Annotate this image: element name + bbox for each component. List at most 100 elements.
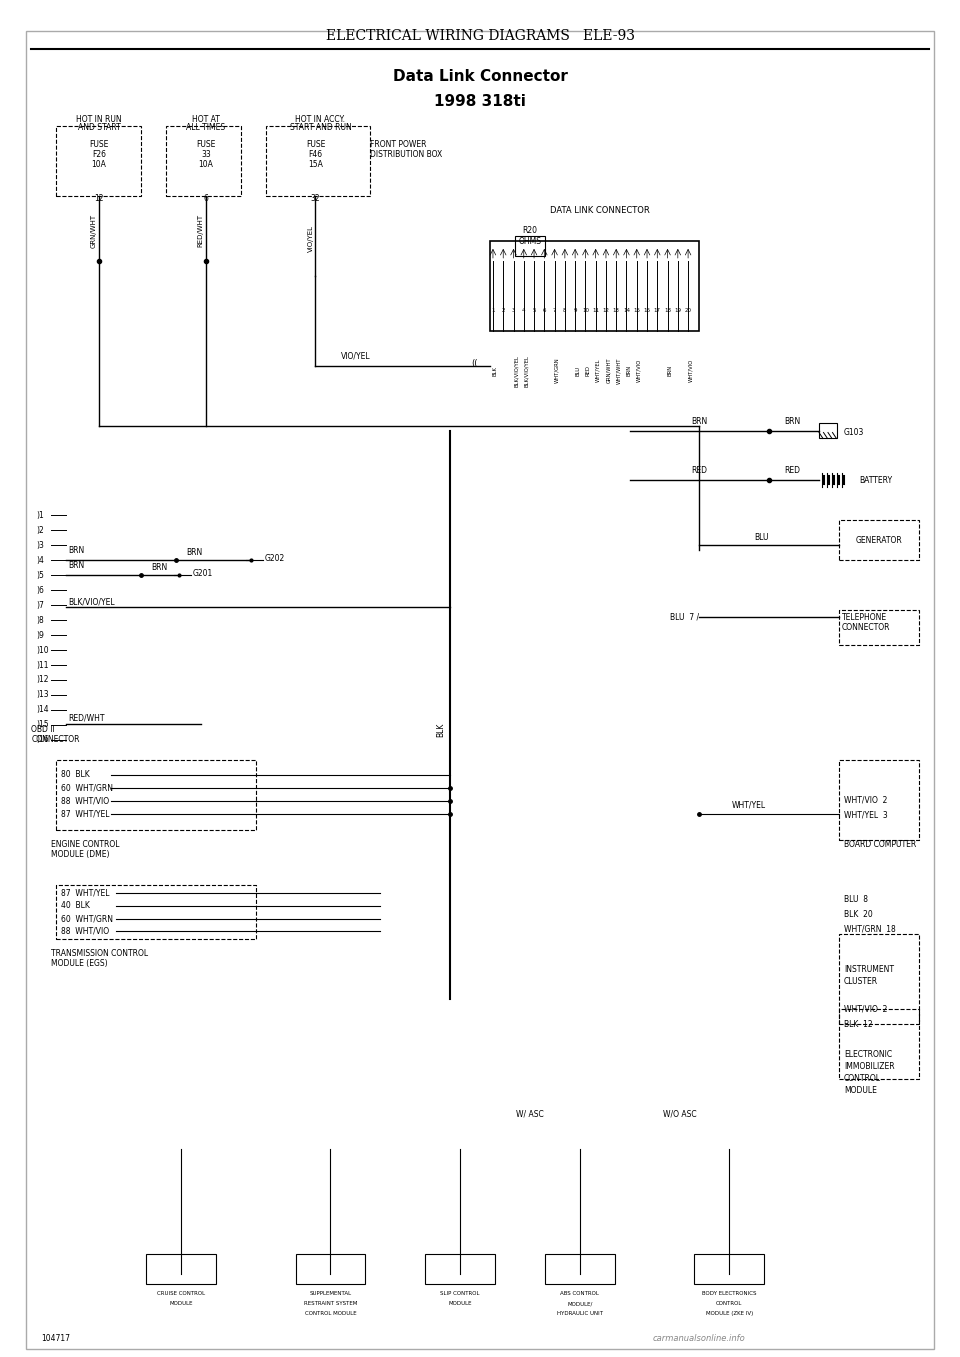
Text: FUSE: FUSE <box>306 140 325 149</box>
Text: MODULE (ZKE IV): MODULE (ZKE IV) <box>706 1311 753 1316</box>
Text: DISTRIBUTION BOX: DISTRIBUTION BOX <box>371 149 443 159</box>
Text: 16: 16 <box>643 308 651 313</box>
Text: 5: 5 <box>532 308 536 313</box>
Text: RED: RED <box>586 365 590 376</box>
Text: INSTRUMENT: INSTRUMENT <box>844 965 894 974</box>
Text: BRN: BRN <box>151 563 167 573</box>
Bar <box>515 236 545 256</box>
Text: )4: )4 <box>36 556 44 565</box>
Text: BLK: BLK <box>493 365 498 376</box>
Text: 88  WHT/VIO: 88 WHT/VIO <box>61 797 109 805</box>
Text: )13: )13 <box>36 691 49 699</box>
Text: BRN: BRN <box>68 562 84 570</box>
Text: 10A: 10A <box>199 160 213 168</box>
Text: )7: )7 <box>36 601 44 609</box>
Text: RED: RED <box>784 467 800 475</box>
Text: 18: 18 <box>664 308 671 313</box>
Text: 40  BLK: 40 BLK <box>61 901 90 911</box>
Text: BRN: BRN <box>784 417 801 426</box>
Bar <box>146 1254 216 1284</box>
Text: SUPPLEMENTAL: SUPPLEMENTAL <box>309 1292 351 1296</box>
Text: MODULE (DME): MODULE (DME) <box>51 849 109 859</box>
Text: )2: )2 <box>36 525 44 535</box>
Text: 104717: 104717 <box>41 1334 70 1343</box>
Text: TRANSMISSION CONTROL: TRANSMISSION CONTROL <box>51 950 149 958</box>
Text: CONTROL MODULE: CONTROL MODULE <box>304 1311 356 1316</box>
Text: 7: 7 <box>553 308 557 313</box>
Text: ELECTRICAL WIRING DIAGRAMS   ELE-93: ELECTRICAL WIRING DIAGRAMS ELE-93 <box>325 30 635 43</box>
Text: HYDRAULIC UNIT: HYDRAULIC UNIT <box>557 1311 603 1316</box>
Text: BLK: BLK <box>436 723 445 737</box>
Text: )9: )9 <box>36 631 44 639</box>
Text: BRN: BRN <box>691 417 708 426</box>
Text: RED/WHT: RED/WHT <box>68 714 105 723</box>
Bar <box>296 1254 366 1284</box>
Text: 14: 14 <box>623 308 630 313</box>
Text: G202: G202 <box>265 554 285 563</box>
Text: 1998 318ti: 1998 318ti <box>434 94 526 109</box>
Text: GRN/WHT: GRN/WHT <box>606 358 611 384</box>
Bar <box>694 1254 764 1284</box>
Text: )1: )1 <box>36 510 44 520</box>
Text: HOT IN ACCY.: HOT IN ACCY. <box>296 114 346 123</box>
Text: 2: 2 <box>501 308 505 313</box>
Text: 8: 8 <box>564 308 566 313</box>
Text: FRONT POWER: FRONT POWER <box>371 140 427 149</box>
Text: RESTRAINT SYSTEM: RESTRAINT SYSTEM <box>303 1301 357 1307</box>
Text: 6: 6 <box>204 194 208 204</box>
Text: 80  BLK: 80 BLK <box>61 771 90 779</box>
Text: Data Link Connector: Data Link Connector <box>393 69 567 84</box>
Text: DATA LINK CONNECTOR: DATA LINK CONNECTOR <box>550 206 650 216</box>
Text: 17: 17 <box>654 308 660 313</box>
Text: GENERATOR: GENERATOR <box>855 536 902 544</box>
Text: 1: 1 <box>492 308 494 313</box>
Text: 12: 12 <box>94 194 104 204</box>
Text: WHT/VIO  2: WHT/VIO 2 <box>844 1004 887 1014</box>
Text: R20
OHMS: R20 OHMS <box>518 225 541 246</box>
Text: BRN: BRN <box>186 548 203 558</box>
Text: RED/WHT: RED/WHT <box>198 214 204 247</box>
Text: AND START: AND START <box>78 122 121 132</box>
Text: RED: RED <box>691 467 708 475</box>
Text: 10: 10 <box>582 308 588 313</box>
Text: CLUSTER: CLUSTER <box>844 977 878 987</box>
Text: WHT/YEL: WHT/YEL <box>595 358 601 383</box>
Text: F46: F46 <box>308 149 323 159</box>
Text: CONNECTOR: CONNECTOR <box>842 623 891 631</box>
Text: 87  WHT/YEL: 87 WHT/YEL <box>61 809 109 818</box>
Text: WHT/YEL: WHT/YEL <box>732 801 766 810</box>
Bar <box>839 935 919 1025</box>
Text: ((: (( <box>471 360 478 368</box>
Text: WHT/WHT: WHT/WHT <box>616 357 621 384</box>
Text: BRN: BRN <box>667 365 673 376</box>
Text: MODULE: MODULE <box>169 1301 193 1307</box>
Bar <box>819 422 837 438</box>
Bar <box>839 520 919 560</box>
Text: MODULE (EGS): MODULE (EGS) <box>51 959 108 969</box>
Text: 15: 15 <box>634 308 640 313</box>
Text: VIO/YEL: VIO/YEL <box>341 351 371 361</box>
Text: BLU  7 /: BLU 7 / <box>670 612 700 622</box>
Text: 4: 4 <box>522 308 525 313</box>
Text: WHT/VIO: WHT/VIO <box>636 360 641 383</box>
Text: BRN: BRN <box>68 547 84 555</box>
Text: BLU: BLU <box>575 365 580 376</box>
Text: 9: 9 <box>573 308 577 313</box>
Text: FUSE: FUSE <box>196 140 215 149</box>
Text: TELEPHONE: TELEPHONE <box>842 612 887 622</box>
Text: CONTROL: CONTROL <box>716 1301 742 1307</box>
Text: BLU: BLU <box>755 533 769 543</box>
Text: W/O ASC: W/O ASC <box>662 1110 696 1118</box>
Text: )3: )3 <box>36 541 44 550</box>
Bar <box>166 126 241 195</box>
Text: BLU  8: BLU 8 <box>844 896 868 904</box>
Bar <box>839 611 919 645</box>
Text: BRN: BRN <box>627 365 632 376</box>
Text: ELECTRONIC: ELECTRONIC <box>844 1050 892 1058</box>
Text: G103: G103 <box>844 427 864 437</box>
Text: BLK/VIO/YEL: BLK/VIO/YEL <box>514 354 518 387</box>
Bar <box>839 760 919 840</box>
Text: MODULE: MODULE <box>448 1301 471 1307</box>
Text: ALL TIMES: ALL TIMES <box>186 122 226 132</box>
Text: )10: )10 <box>36 646 49 654</box>
